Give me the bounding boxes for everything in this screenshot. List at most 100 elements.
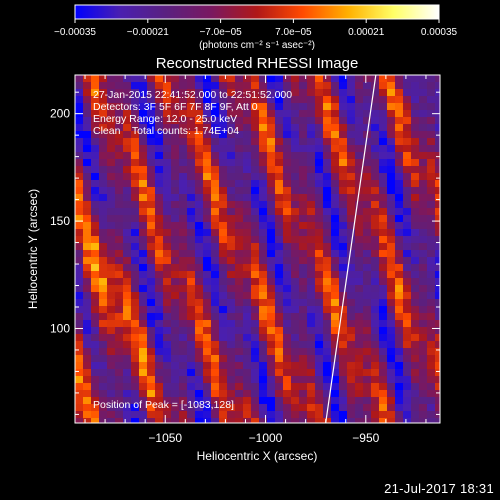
heatmap-cell — [171, 243, 180, 251]
heatmap-cell — [171, 306, 180, 314]
heatmap-cell — [275, 320, 284, 328]
heatmap-cell — [203, 229, 212, 237]
heatmap-cell — [355, 180, 364, 188]
heatmap-cell — [259, 131, 268, 139]
heatmap-cell — [235, 341, 244, 349]
heatmap-cell — [107, 152, 116, 160]
heatmap-cell — [259, 110, 268, 118]
heatmap-cell — [147, 75, 156, 83]
heatmap-cell — [283, 355, 292, 363]
heatmap-cell — [323, 250, 332, 258]
heatmap-cell — [227, 292, 236, 300]
heatmap-cell — [259, 320, 268, 328]
heatmap-cell — [299, 285, 308, 293]
heatmap-cell — [179, 369, 188, 377]
heatmap-cell — [347, 306, 356, 314]
heatmap-cell — [339, 250, 348, 258]
heatmap-cell — [211, 131, 220, 139]
heatmap-cell — [379, 418, 388, 423]
heatmap-cell — [419, 348, 428, 356]
heatmap-cell — [299, 201, 308, 209]
heatmap-cell — [75, 348, 84, 356]
heatmap-cell — [355, 271, 364, 279]
heatmap-cell — [227, 236, 236, 244]
heatmap-cell — [131, 292, 140, 300]
heatmap-cell — [107, 124, 116, 132]
heatmap-cell — [363, 418, 372, 423]
heatmap-cell — [363, 278, 372, 286]
heatmap-cell — [435, 82, 440, 90]
heatmap-cell — [227, 117, 236, 125]
heatmap-cell — [147, 222, 156, 230]
heatmap-cell — [123, 390, 132, 398]
heatmap-cell — [275, 411, 284, 419]
heatmap-cell — [227, 208, 236, 216]
heatmap-cell — [347, 362, 356, 370]
heatmap-cell — [211, 306, 220, 314]
heatmap-cell — [347, 341, 356, 349]
heatmap-cell — [91, 110, 100, 118]
heatmap-cell — [339, 334, 348, 342]
heatmap-cell — [83, 180, 92, 188]
heatmap-cell — [307, 257, 316, 265]
heatmap-cell — [307, 313, 316, 321]
heatmap-cell — [171, 285, 180, 293]
heatmap-cell — [251, 152, 260, 160]
heatmap-cell — [427, 131, 436, 139]
heatmap-cell — [211, 159, 220, 167]
heatmap-cell — [291, 159, 300, 167]
heatmap-cell — [83, 96, 92, 104]
heatmap-cell — [283, 201, 292, 209]
heatmap-cell — [307, 124, 316, 132]
heatmap-cell — [211, 341, 220, 349]
heatmap-cell — [179, 264, 188, 272]
heatmap-cell — [395, 145, 404, 153]
heatmap-cell — [211, 208, 220, 216]
heatmap-cell — [147, 418, 156, 423]
heatmap-cell — [267, 166, 276, 174]
heatmap-cell — [187, 355, 196, 363]
heatmap-cell — [195, 355, 204, 363]
heatmap-cell — [195, 208, 204, 216]
heatmap-cell — [203, 327, 212, 335]
heatmap-cell — [347, 418, 356, 423]
heatmap-cell — [411, 124, 420, 132]
heatmap-cell — [363, 180, 372, 188]
heatmap-cell — [107, 166, 116, 174]
heatmap-cell — [235, 299, 244, 307]
heatmap-cell — [363, 313, 372, 321]
heatmap-cell — [331, 117, 340, 125]
heatmap-cell — [315, 306, 324, 314]
heatmap-cell — [187, 131, 196, 139]
heatmap-cell — [147, 285, 156, 293]
heatmap-cell — [131, 257, 140, 265]
heatmap-cell — [363, 152, 372, 160]
heatmap-cell — [307, 278, 316, 286]
heatmap-cell — [427, 208, 436, 216]
heatmap-cell — [371, 222, 380, 230]
heatmap-cell — [139, 96, 148, 104]
heatmap-cell — [363, 306, 372, 314]
heatmap-cell — [403, 96, 412, 104]
heatmap-cell — [291, 82, 300, 90]
heatmap-cell — [267, 96, 276, 104]
heatmap-cell — [299, 418, 308, 423]
heatmap-cell — [99, 145, 108, 153]
heatmap-cell — [227, 327, 236, 335]
heatmap-cell — [427, 278, 436, 286]
heatmap-cell — [435, 117, 440, 125]
heatmap-cell — [171, 390, 180, 398]
heatmap-cell — [211, 292, 220, 300]
heatmap-cell — [347, 376, 356, 384]
heatmap-cell — [371, 341, 380, 349]
heatmap-cell — [115, 341, 124, 349]
heatmap-cell — [387, 271, 396, 279]
heatmap-cell — [339, 145, 348, 153]
heatmap-cell — [195, 313, 204, 321]
heatmap-cell — [131, 418, 140, 423]
heatmap-cell — [139, 264, 148, 272]
heatmap-cell — [307, 285, 316, 293]
heatmap-cell — [435, 404, 440, 412]
heatmap-cell — [107, 418, 116, 423]
heatmap-cell — [411, 376, 420, 384]
